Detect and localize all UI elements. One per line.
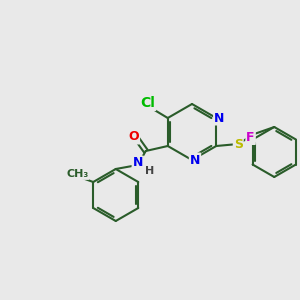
Text: O: O (128, 130, 139, 143)
Text: H: H (145, 166, 154, 176)
Text: N: N (133, 157, 143, 169)
Text: N: N (190, 154, 200, 166)
Text: N: N (214, 112, 224, 124)
Text: F: F (246, 131, 255, 144)
Text: Cl: Cl (140, 96, 155, 110)
Text: S: S (234, 137, 243, 151)
Text: CH₃: CH₃ (66, 169, 88, 179)
